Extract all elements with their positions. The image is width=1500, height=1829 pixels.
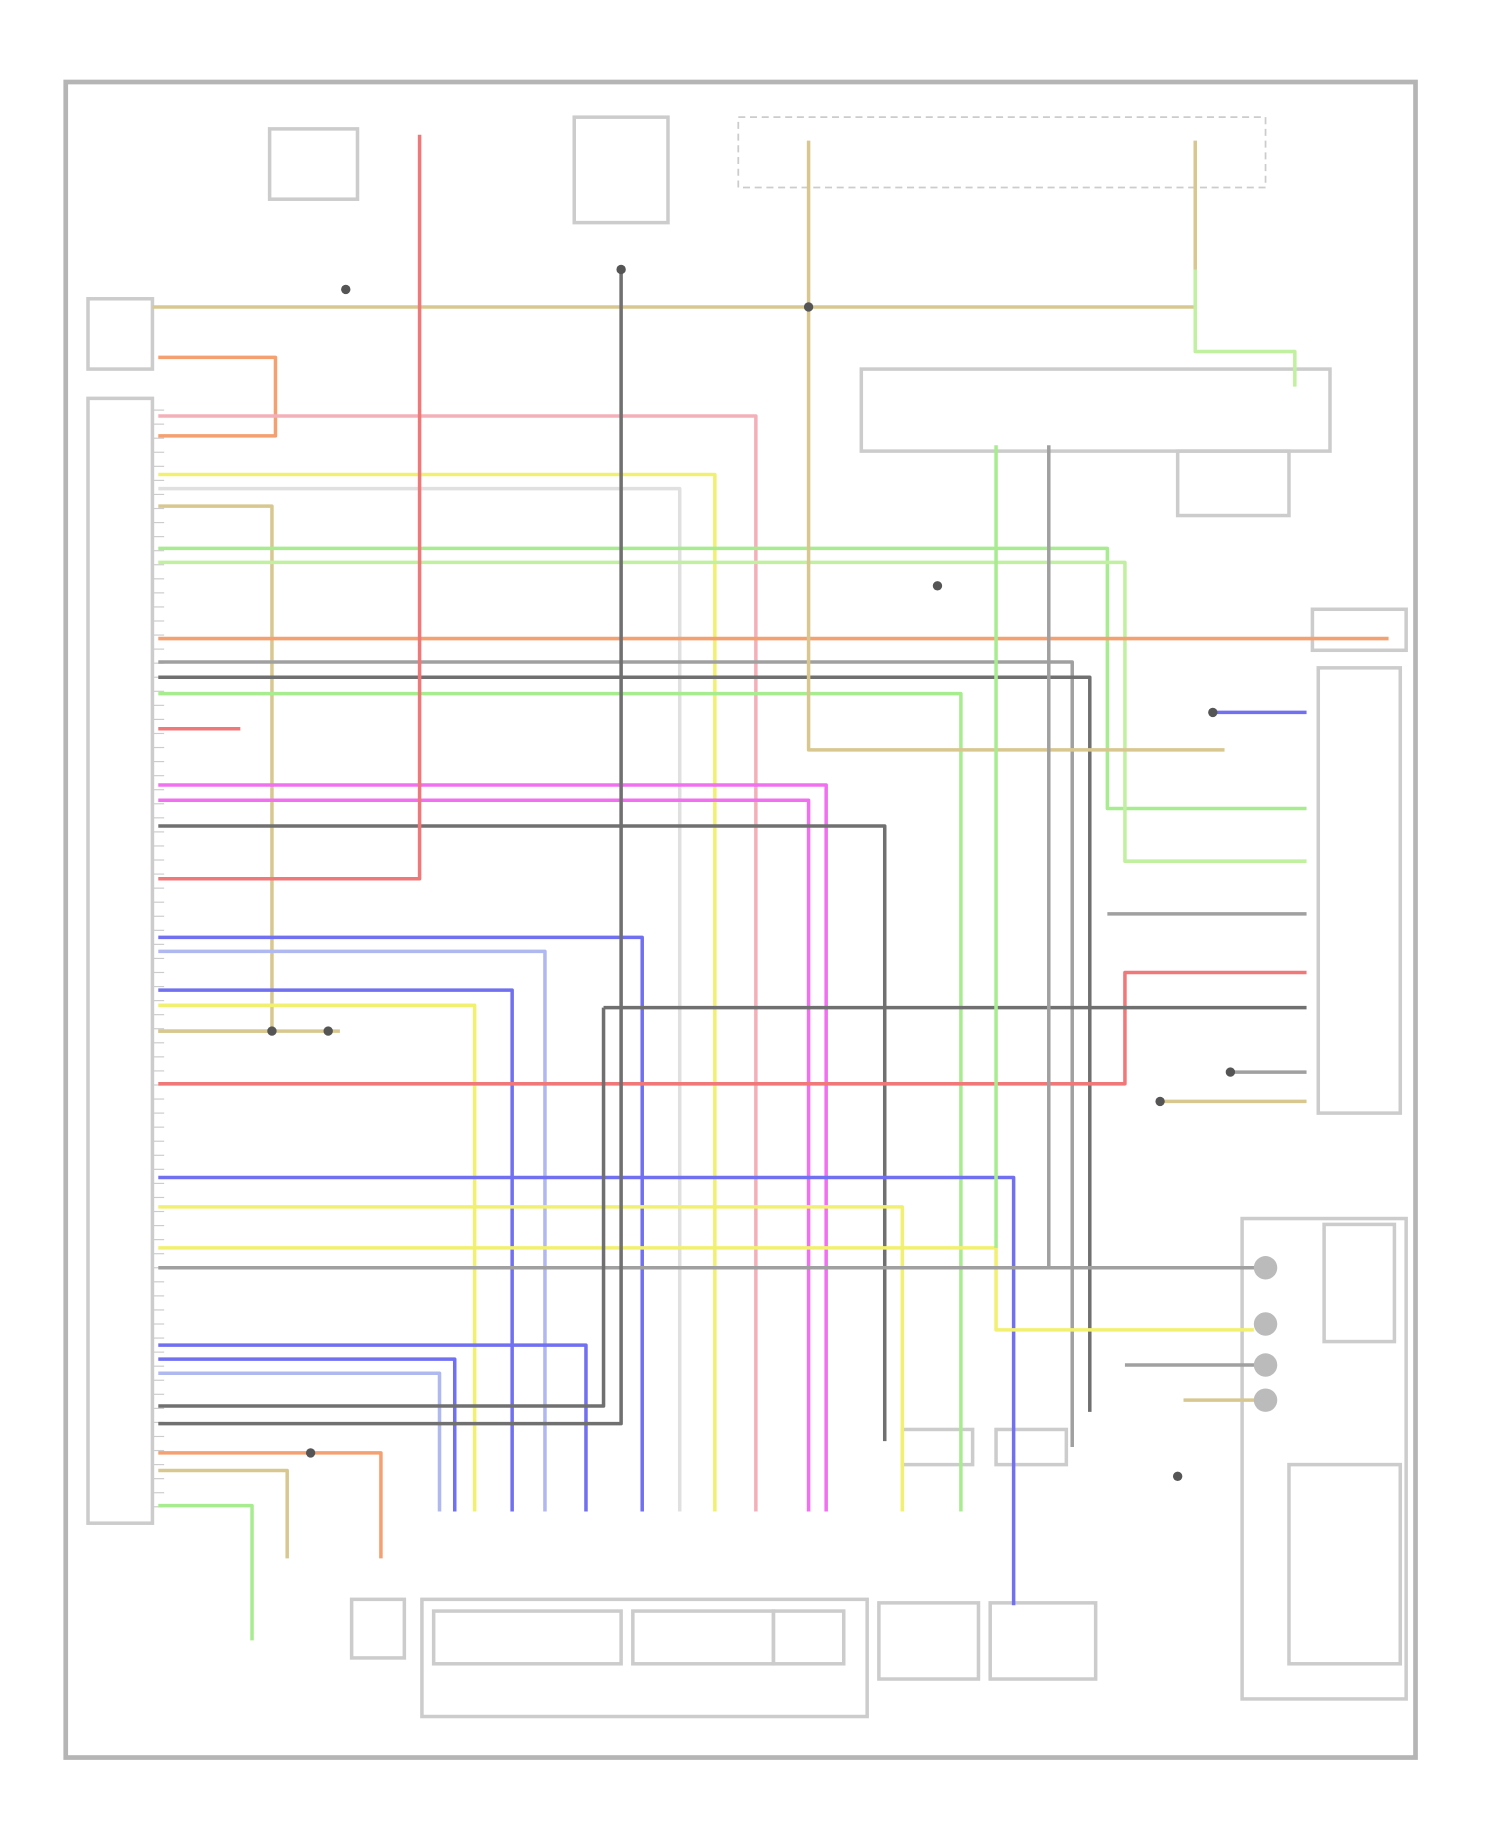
sensor-top-left xyxy=(86,297,155,371)
solenoid-connector xyxy=(431,1609,623,1666)
wire-dark-grey xyxy=(158,824,887,1442)
wire-grey xyxy=(158,660,1074,1448)
wire-light-blue xyxy=(158,949,547,1512)
wire-light-green xyxy=(1193,269,1297,387)
range-switch-lower xyxy=(1287,1462,1403,1666)
ecu-module xyxy=(86,396,155,1525)
wire-red xyxy=(158,134,422,881)
transmission-range xyxy=(1240,1216,1408,1701)
wire-light-blue xyxy=(158,1371,442,1512)
temp-sensor xyxy=(771,1609,846,1666)
wire-dark-grey xyxy=(158,675,1092,1412)
splice-node xyxy=(803,302,814,312)
wire-blue xyxy=(158,935,644,1512)
splice-node xyxy=(305,1448,316,1458)
splice-node xyxy=(341,284,351,295)
pressure-solenoids xyxy=(631,1609,776,1666)
wire-dark-grey xyxy=(158,269,623,1426)
wire-green xyxy=(158,1503,254,1641)
wire-blue xyxy=(158,1343,588,1512)
range-switch-inner xyxy=(1322,1222,1397,1344)
wire-green xyxy=(158,546,1307,811)
splice-node xyxy=(1225,1067,1236,1077)
fuse-box-dashed xyxy=(737,116,1267,189)
wire-white xyxy=(158,486,682,1512)
switch-contact xyxy=(1253,1353,1278,1377)
switch-contact xyxy=(1253,1312,1278,1336)
splice-node xyxy=(932,581,943,591)
relay-box-lower xyxy=(1175,449,1291,518)
components xyxy=(86,115,1408,1719)
wire-red xyxy=(158,970,1307,1086)
splice-nodes xyxy=(267,264,1278,1482)
valve-body-housing xyxy=(420,1597,869,1719)
switch-contact xyxy=(1253,1256,1278,1280)
splice-node xyxy=(323,1026,333,1036)
wire-yellow xyxy=(158,1003,477,1512)
wire-yellow xyxy=(158,1246,1254,1332)
wire-yellow xyxy=(158,472,717,1512)
speed-sensor-2 xyxy=(988,1601,1098,1681)
wire-yellow xyxy=(158,1205,905,1512)
wire-dark-grey xyxy=(158,1007,606,1408)
speed-sensor-1 xyxy=(877,1601,981,1681)
relay-box xyxy=(859,367,1332,453)
wire-tan xyxy=(158,1468,289,1559)
diagram-frame xyxy=(63,79,1418,1760)
splice-node xyxy=(1172,1471,1183,1482)
sensor-bottom xyxy=(349,1597,407,1660)
switch-contact xyxy=(1253,1388,1278,1412)
ignition-switch xyxy=(572,115,670,225)
splice-node xyxy=(1155,1096,1165,1107)
wires xyxy=(152,134,1389,1641)
wire-tan xyxy=(806,140,1225,752)
wire-tan xyxy=(152,140,1197,309)
switch-top xyxy=(267,127,360,201)
wire-orange xyxy=(158,355,278,438)
wire-blue xyxy=(158,1175,1016,1606)
wire-blue xyxy=(158,988,514,1512)
wire-magenta xyxy=(158,798,811,1512)
control-panel-right xyxy=(1316,666,1403,1115)
wire-blue xyxy=(158,1357,457,1512)
splice-node xyxy=(616,264,626,275)
wire-green xyxy=(158,691,963,1512)
connector-right xyxy=(1310,607,1408,653)
wire-light-green xyxy=(158,560,1307,863)
splice-node xyxy=(267,1026,277,1036)
wire-pink xyxy=(158,414,758,1512)
splice-node xyxy=(1208,707,1218,718)
wire-magenta xyxy=(158,783,828,1512)
wire-orange xyxy=(158,1451,383,1559)
light-connector-2 xyxy=(994,1427,1069,1467)
